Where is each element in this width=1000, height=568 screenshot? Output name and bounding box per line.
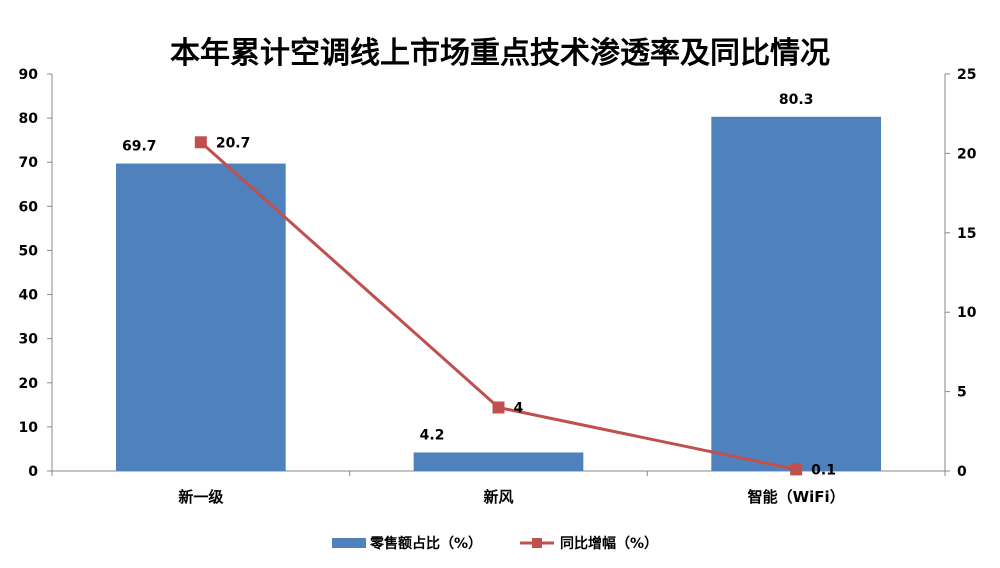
legend-bar-label: 零售额占比（%） [369, 535, 482, 552]
line-data-label: 4 [514, 400, 524, 416]
y-right-tick-label: 5 [957, 385, 967, 401]
y-left-tick-label: 90 [19, 67, 39, 83]
y-left-tick-label: 10 [19, 420, 39, 436]
line-data-label: 20.7 [216, 135, 251, 151]
y-left-tick-label: 40 [19, 288, 39, 304]
line-marker [194, 136, 207, 149]
bar-data-label: 69.7 [122, 139, 157, 155]
bar [711, 116, 882, 471]
legend-bar-swatch [332, 538, 366, 548]
y-right-tick-label: 15 [957, 226, 976, 242]
legend-line-marker [532, 538, 542, 548]
legend-line-label: 同比增幅（%） [560, 535, 658, 552]
y-left-tick-label: 30 [19, 332, 39, 348]
x-category-label: 新一级 [178, 488, 224, 506]
bar [115, 163, 286, 471]
x-category-label: 新风 [483, 488, 513, 506]
y-left-tick-label: 0 [28, 464, 38, 480]
bar-data-label: 4.2 [420, 427, 445, 443]
line-data-label: 0.1 [811, 462, 836, 478]
y-left-tick-label: 70 [19, 155, 39, 171]
line-marker [790, 463, 803, 476]
y-left-tick-label: 80 [19, 111, 39, 127]
y-right-tick-label: 10 [957, 305, 977, 321]
bar [413, 452, 584, 471]
chart-title: 本年累计空调线上市场重点技术渗透率及同比情况 [170, 36, 830, 71]
x-category-label: 智能（WiFi） [748, 488, 845, 506]
line-marker [492, 401, 505, 414]
line-series [199, 141, 797, 471]
y-right-tick-label: 20 [957, 146, 977, 162]
y-right-tick-label: 0 [957, 464, 967, 480]
y-left-tick-label: 60 [19, 199, 39, 215]
y-right-tick-label: 25 [957, 67, 976, 83]
y-left-tick-label: 50 [19, 243, 39, 259]
bar-data-label: 80.3 [779, 92, 814, 108]
y-left-tick-label: 20 [19, 376, 39, 392]
